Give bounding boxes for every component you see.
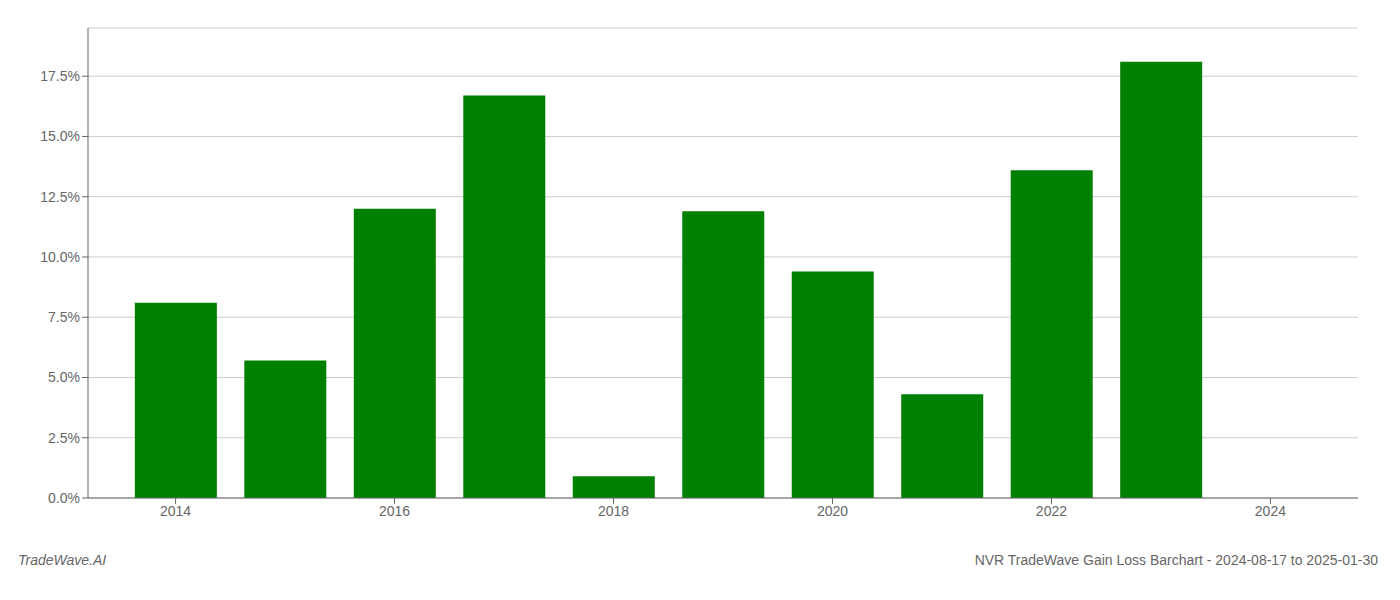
svg-text:2016: 2016 — [379, 503, 410, 519]
svg-text:7.5%: 7.5% — [48, 309, 80, 325]
svg-text:2022: 2022 — [1036, 503, 1067, 519]
html-text:NVR TradeWave Gain Loss Barcha: NVR TradeWave Gain Loss Barchart - 2024-… — [974, 552, 1378, 568]
svg-text:12.5%: 12.5% — [40, 189, 80, 205]
svg-text:15.0%: 15.0% — [40, 128, 80, 144]
svg-text:2020: 2020 — [817, 503, 848, 519]
svg-text:0.0%: 0.0% — [48, 490, 80, 506]
svg-text:5.0%: 5.0% — [48, 369, 80, 385]
svg-text:2018: 2018 — [598, 503, 629, 519]
svg-text:2024: 2024 — [1255, 503, 1286, 519]
html-text:TradeWave.AI: TradeWave.AI — [18, 552, 107, 568]
svg-text:2.5%: 2.5% — [48, 430, 80, 446]
svg-text:2014: 2014 — [160, 503, 191, 519]
svg-text:17.5%: 17.5% — [40, 68, 80, 84]
svg-text:10.0%: 10.0% — [40, 249, 80, 265]
